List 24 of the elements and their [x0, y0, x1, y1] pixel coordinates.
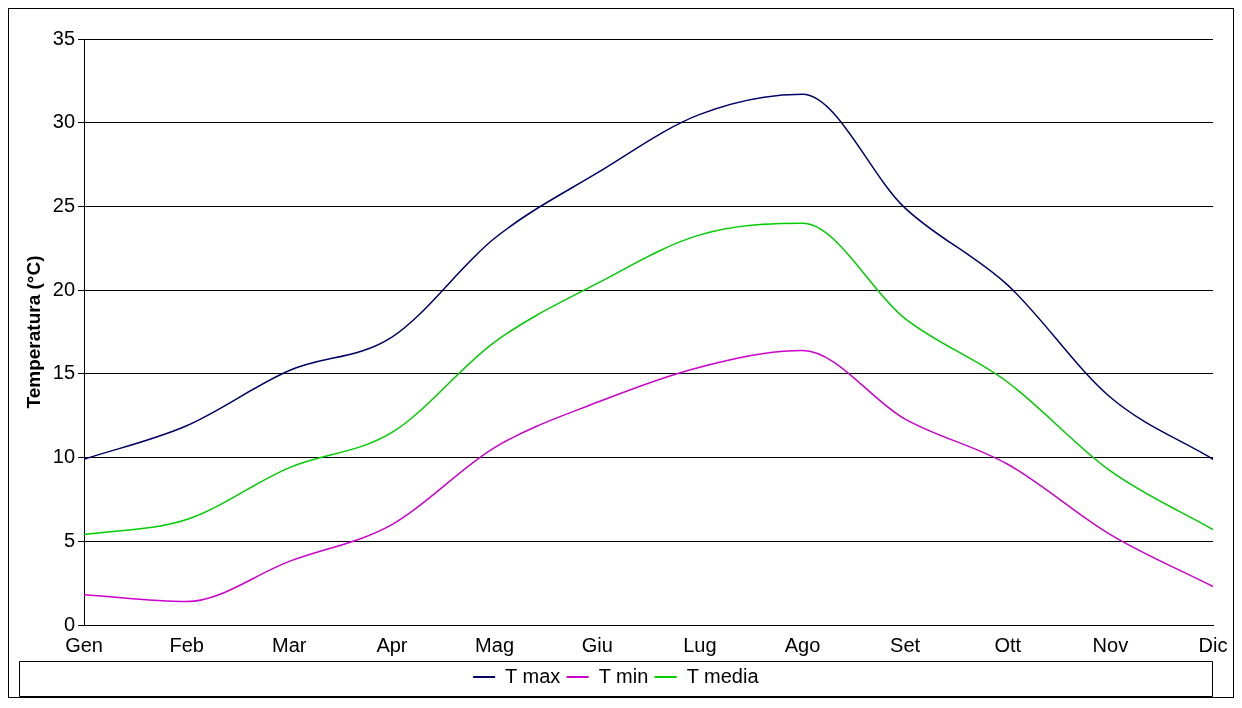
x-tick-label: Dic	[1198, 633, 1228, 656]
x-tick-label: Nov	[1092, 633, 1129, 656]
x-tick-label: Gen	[65, 633, 103, 656]
legend-label: T media	[686, 664, 760, 687]
y-tick-label: 10	[52, 445, 76, 468]
y-tick-label: 15	[52, 361, 76, 384]
x-tick-label: Set	[890, 633, 921, 656]
x-tick-label: Mar	[272, 633, 307, 656]
y-tick-label: 35	[52, 26, 76, 49]
y-tick-label: 0	[63, 612, 76, 635]
legend-label: T min	[598, 664, 649, 687]
y-tick-label: 30	[52, 110, 76, 133]
x-tick-label: Mag	[475, 633, 515, 656]
x-tick-label: Feb	[169, 633, 204, 656]
x-tick-label: Ott	[994, 633, 1022, 656]
y-tick-label: 5	[63, 528, 76, 551]
y-tick-label: 25	[52, 193, 76, 216]
y-axis-title: Temperatura (°C)	[22, 255, 44, 409]
y-tick-label: 20	[52, 277, 76, 300]
x-tick-label: Giu	[581, 633, 613, 656]
x-tick-label: Ago	[784, 633, 821, 656]
legend-label: T max	[505, 664, 561, 687]
x-tick-label: Lug	[683, 633, 717, 656]
x-tick-label: Apr	[376, 633, 408, 656]
